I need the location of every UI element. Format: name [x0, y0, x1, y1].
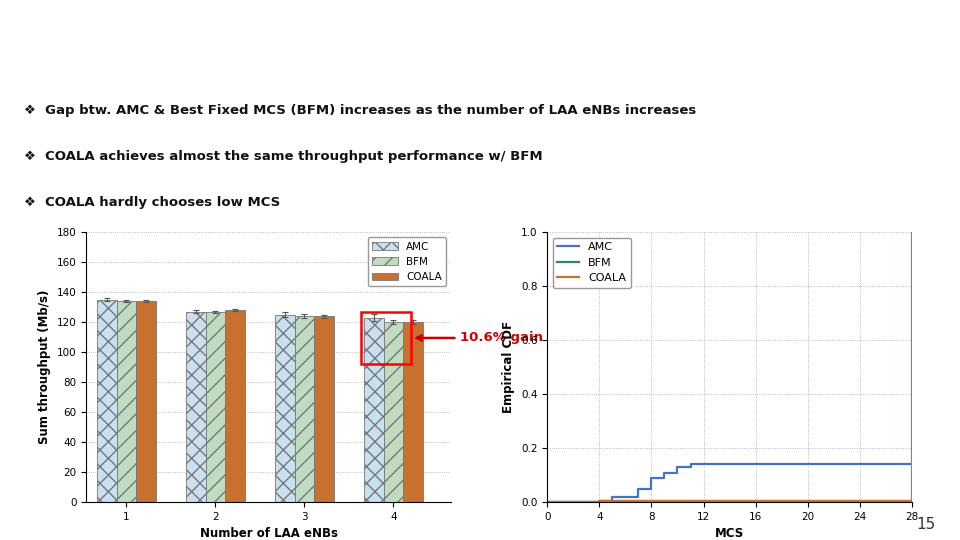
COALA: [541, 499, 553, 505]
AMC: [659, 469, 670, 476]
Text: 15: 15: [917, 517, 936, 532]
Bar: [186, 312, 205, 502]
AMC: [684, 461, 696, 468]
X-axis label: MCS: MCS: [715, 528, 744, 540]
Text: ❖  COALA achieves almost the same throughput performance w/ BFM: ❖ COALA achieves almost the same through…: [24, 150, 542, 163]
Y-axis label: Sum throughput (Mb/s): Sum throughput (Mb/s): [38, 290, 52, 444]
COALA: [593, 499, 605, 505]
Legend: AMC, BFM, COALA: AMC, BFM, COALA: [553, 238, 631, 288]
Bar: [226, 310, 245, 502]
AMC: [698, 461, 709, 468]
Bar: [384, 322, 403, 502]
Bar: [361, 312, 411, 364]
AMC: [593, 498, 605, 504]
COALA: [905, 498, 917, 504]
COALA: [593, 498, 605, 504]
Text: ❖  Gap btw. AMC & Best Fixed MCS (BFM) increases as the number of LAA eNBs incre: ❖ Gap btw. AMC & Best Fixed MCS (BFM) in…: [24, 104, 696, 117]
Bar: [314, 316, 334, 502]
Text: ❖  COALA hardly chooses low MCS: ❖ COALA hardly chooses low MCS: [24, 196, 280, 209]
BFM: [906, 498, 918, 504]
Y-axis label: Empirical CDF: Empirical CDF: [502, 321, 516, 413]
AMC: [607, 494, 618, 500]
Bar: [136, 301, 156, 502]
Bar: [295, 316, 314, 502]
Text: 10.6% gain: 10.6% gain: [417, 332, 543, 345]
X-axis label: Number of LAA eNBs: Number of LAA eNBs: [200, 528, 338, 540]
Bar: [364, 318, 384, 502]
Bar: [275, 315, 295, 502]
AMC: [906, 461, 918, 468]
AMC: [633, 485, 644, 492]
AMC: [646, 475, 658, 481]
AMC: [672, 464, 684, 470]
Line: BFM: BFM: [547, 501, 912, 502]
Legend: AMC, BFM, COALA: AMC, BFM, COALA: [368, 238, 446, 286]
Bar: [97, 300, 117, 502]
Line: COALA: COALA: [547, 232, 912, 502]
Bar: [117, 301, 136, 502]
Text: Throughput Performance: Throughput Performance: [17, 23, 411, 51]
Bar: [403, 322, 422, 502]
Line: AMC: AMC: [547, 464, 912, 502]
BFM: [541, 499, 553, 505]
BFM: [593, 498, 605, 504]
COALA: [906, 229, 918, 235]
Bar: [205, 312, 226, 502]
BFM: [593, 499, 605, 505]
AMC: [541, 499, 553, 505]
